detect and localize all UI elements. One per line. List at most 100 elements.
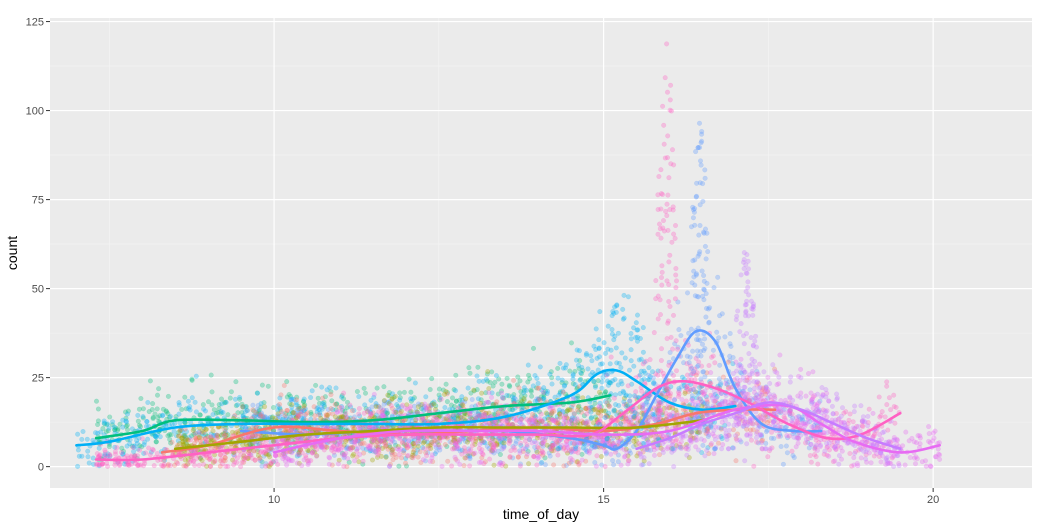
data-point	[488, 394, 495, 400]
data-point	[670, 372, 677, 379]
data-point	[594, 355, 600, 361]
data-point	[415, 454, 421, 460]
data-point	[402, 460, 409, 466]
data-point	[694, 348, 700, 354]
data-point	[640, 349, 646, 355]
data-point	[518, 393, 524, 399]
data-point	[536, 385, 542, 391]
data-point	[187, 404, 193, 410]
data-point	[525, 379, 531, 385]
data-point	[396, 436, 403, 442]
data-point	[625, 418, 631, 425]
data-point	[268, 460, 274, 467]
data-point	[243, 403, 249, 410]
data-point	[275, 411, 281, 417]
data-point	[582, 421, 589, 427]
data-point	[363, 405, 369, 412]
data-point	[483, 390, 489, 396]
data-point	[202, 408, 209, 414]
data-point	[244, 407, 250, 413]
data-point	[115, 426, 121, 432]
data-point	[475, 409, 482, 415]
data-point	[589, 404, 596, 410]
data-point	[533, 385, 539, 391]
data-point	[903, 429, 909, 435]
data-point	[884, 402, 890, 408]
data-point	[878, 459, 884, 465]
data-point	[576, 440, 582, 446]
data-point	[192, 462, 198, 468]
data-point	[555, 417, 561, 423]
data-point	[846, 417, 852, 423]
data-point	[110, 419, 116, 425]
data-point	[602, 389, 608, 395]
data-point	[429, 452, 435, 458]
data-point	[926, 438, 932, 444]
data-point	[555, 452, 561, 458]
data-point	[95, 421, 101, 428]
data-point	[216, 402, 222, 408]
data-point	[190, 427, 196, 433]
data-point	[926, 424, 932, 430]
data-point	[529, 421, 535, 427]
data-point	[467, 414, 473, 420]
data-point	[101, 418, 107, 424]
data-point	[847, 450, 853, 457]
data-point	[469, 442, 476, 449]
data-point	[301, 396, 307, 402]
data-point	[651, 452, 658, 458]
data-point	[501, 395, 507, 401]
data-point	[706, 362, 712, 369]
data-point	[429, 376, 435, 382]
data-point	[570, 373, 576, 379]
data-point	[679, 396, 685, 403]
data-point	[715, 274, 721, 280]
data-point	[120, 424, 126, 430]
data-point	[154, 392, 161, 398]
data-point	[166, 432, 173, 438]
data-point	[463, 396, 469, 402]
data-point	[284, 437, 290, 443]
data-point	[683, 398, 689, 404]
data-point	[572, 368, 578, 374]
data-point	[308, 394, 314, 401]
data-point	[256, 407, 262, 413]
data-point	[269, 446, 275, 452]
data-point	[383, 454, 389, 460]
data-point	[422, 401, 428, 407]
data-point	[539, 449, 545, 455]
data-point	[727, 330, 733, 337]
data-point	[561, 416, 567, 422]
data-point	[578, 376, 584, 382]
data-point	[535, 380, 541, 386]
data-point	[890, 454, 896, 460]
data-point	[410, 455, 416, 461]
data-point	[403, 442, 410, 448]
data-point	[95, 418, 101, 424]
data-point	[349, 445, 355, 451]
data-point	[196, 430, 202, 436]
data-point	[451, 437, 458, 443]
data-point	[160, 412, 166, 418]
data-point	[570, 381, 576, 387]
data-point	[563, 362, 569, 368]
data-point	[588, 353, 594, 359]
data-point	[257, 441, 263, 447]
data-point	[533, 440, 539, 446]
data-point	[145, 399, 151, 406]
data-point	[547, 406, 553, 412]
data-point	[684, 386, 690, 392]
data-point	[597, 309, 603, 315]
data-point	[574, 347, 580, 353]
data-point	[557, 389, 563, 395]
data-point	[235, 410, 241, 416]
data-point	[555, 365, 561, 371]
data-point	[563, 412, 569, 418]
data-point	[548, 446, 554, 452]
data-point	[478, 397, 484, 403]
data-point	[125, 408, 131, 414]
data-point	[289, 397, 295, 403]
data-point	[321, 403, 327, 410]
data-point	[119, 445, 125, 451]
data-point	[321, 399, 327, 405]
